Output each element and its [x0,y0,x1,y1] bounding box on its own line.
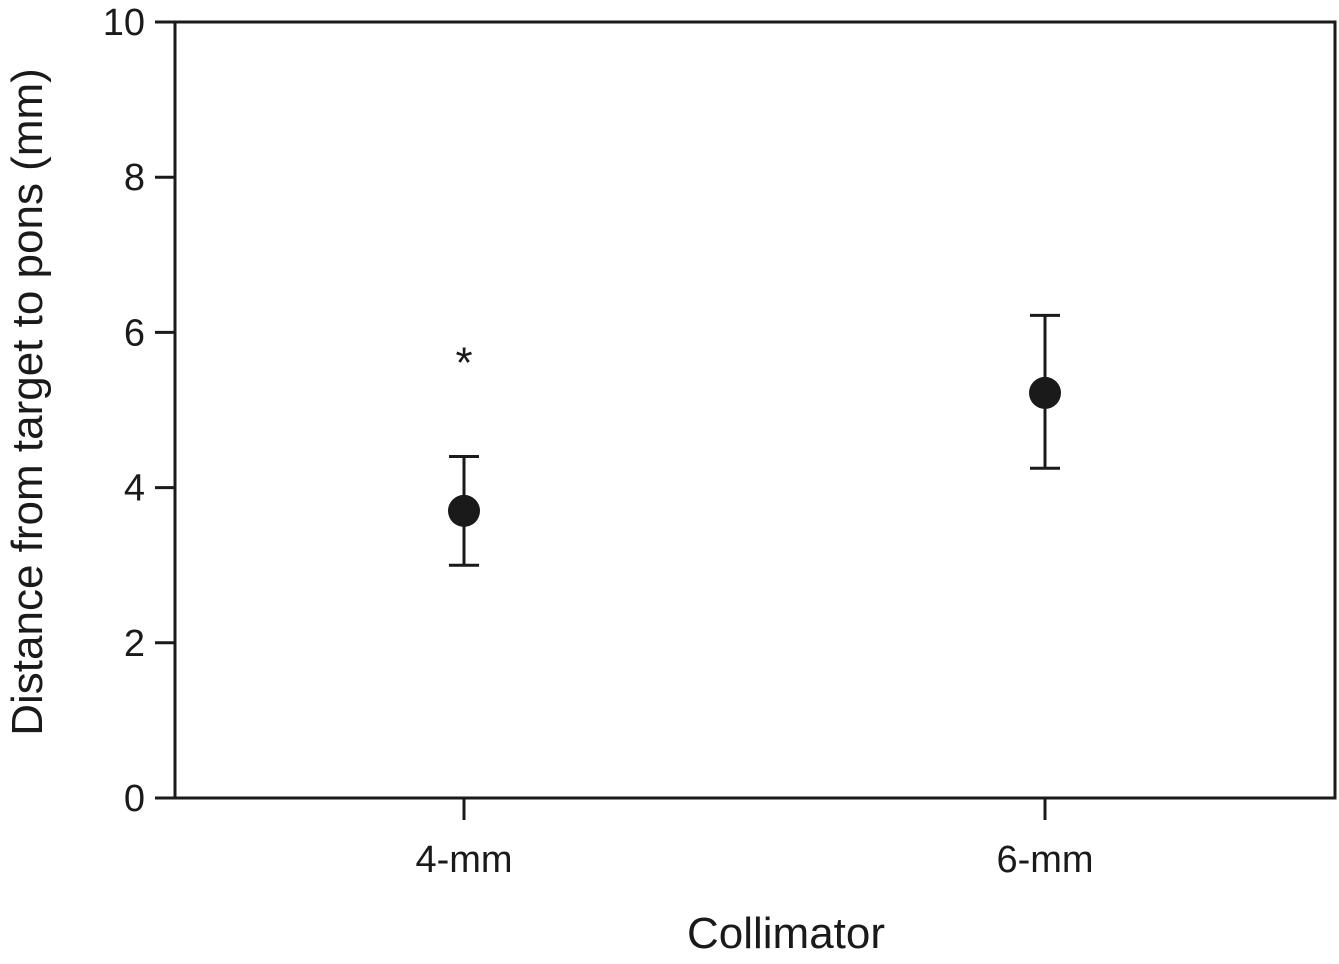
plot-frame [173,20,1337,800]
x-tick-label: 6-mm [996,839,1093,881]
data-point [1029,376,1061,409]
y-tick-label: 8 [124,157,145,199]
y-tick-label: 2 [124,623,145,665]
significance-marker: * [455,339,472,388]
y-axis-title: Distance from target to pons (mm) [3,68,52,736]
plot-marks: * [448,313,1061,567]
x-axis: 4-mm 6-mm [415,798,1094,881]
y-tick-label: 6 [124,312,145,354]
x-axis-title: Collimator [687,909,885,958]
x-tick-label: 4-mm [415,839,512,881]
y-tick-label: 10 [103,2,145,44]
data-point [448,494,480,527]
y-axis: 0 2 4 6 8 10 [103,2,175,820]
y-tick-label: 0 [124,778,145,820]
y-tick-label: 4 [124,468,145,510]
